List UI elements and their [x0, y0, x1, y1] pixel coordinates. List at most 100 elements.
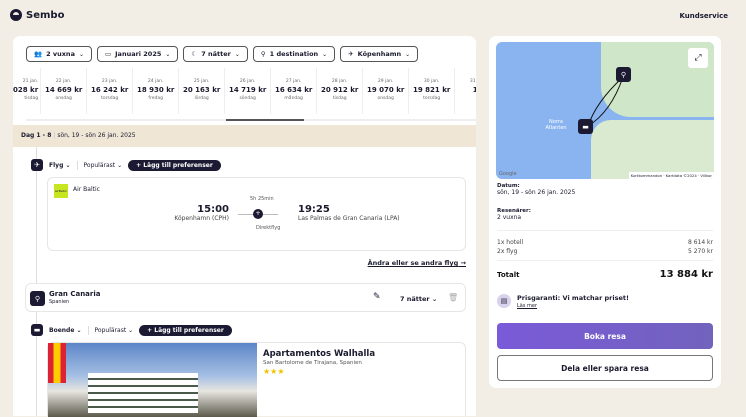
trash-icon[interactable]: 🗑 — [448, 293, 459, 302]
chevron-down-icon: ⌄ — [405, 50, 411, 58]
route-lines — [587, 76, 624, 127]
add-preferences-button[interactable]: + Lägg till preferenser — [128, 159, 221, 171]
pin-icon: ⚲ — [260, 50, 266, 58]
filter-bar: 👥 2 vuxna ⌄ ▭ Januari 2025 ⌄ ☾ 7 nätter ⌄ ⚲ 1 d… — [26, 46, 419, 62]
hotel-type-dropdown[interactable]: Boende ⌄ — [49, 326, 82, 334]
customer-service-link[interactable]: Kundservice — [679, 12, 728, 20]
read-more-link[interactable]: Läs mer — [517, 303, 538, 309]
date-price-carousel: 21 jan. 028 kr tisdag 22 jan. 14 669 kr onsda… — [13, 68, 476, 114]
price-guarantee-title: Prisgaranti: Vi matchar priset! — [517, 294, 629, 302]
nights-dropdown[interactable]: 7 nätter ⌄ — [400, 295, 438, 303]
add-preferences-button[interactable]: + Lägg till preferenser — [139, 324, 232, 336]
price-guarantee-icon: ▤ — [497, 294, 511, 308]
weekday-label: tisdag — [24, 96, 39, 101]
map[interactable]: Norra Atlanten ⚲ ▬ ⤢ Google Kortkommando… — [496, 42, 714, 179]
month-filter[interactable]: ▭ Januari 2025 ⌄ — [96, 46, 179, 62]
chevron-down-icon: ⌄ — [322, 50, 328, 58]
edit-icon[interactable]: ✎ — [373, 292, 381, 302]
moon-icon: ☾ — [191, 50, 198, 58]
flight-type: Direktflyg — [256, 225, 281, 231]
date-price: 14 669 kr — [44, 86, 83, 94]
date-label: 21 jan. — [22, 79, 39, 84]
book-trip-button[interactable]: Boka resa — [497, 323, 713, 349]
africa-land — [591, 120, 714, 179]
date-price-option[interactable]: 29 jan. 19 070 kr onsdag — [363, 68, 410, 114]
flight-type-dropdown[interactable]: Flyg ⌄ — [49, 161, 71, 169]
hotel-sort-dropdown[interactable]: Populärast ⌄ — [94, 326, 134, 334]
destination-filter[interactable]: ⚲ 1 destination ⌄ — [252, 46, 336, 62]
share-save-button[interactable]: Dela eller spara resa — [497, 355, 713, 381]
scrollbar-thumb[interactable] — [226, 119, 304, 121]
date-price: 028 kr — [13, 86, 39, 94]
date-price-option[interactable]: 31 jan. 18 fr — [455, 68, 486, 114]
date-label: 28 jan. — [331, 79, 348, 84]
date-price-option[interactable]: 28 jan. 20 912 kr tisdag — [317, 68, 364, 114]
destination-country: Spanien — [49, 299, 70, 305]
carousel-scrollbar[interactable] — [26, 119, 476, 121]
hotel-section-header: ▬ Boende ⌄ Populärast ⌄ + Lägg till pref… — [31, 324, 232, 336]
date-label: 24 jan. — [147, 79, 164, 84]
date-price: 20 912 kr — [320, 86, 359, 94]
date-price: 16 634 kr — [274, 86, 313, 94]
hotel-name: Apartamentos Walhalla — [263, 349, 376, 359]
change-flight-link[interactable]: Ändra eller se andra flyg → — [367, 259, 466, 267]
travelers-info: Resenärer: 2 vuxna — [497, 208, 531, 221]
date-price-option[interactable]: 23 jan. 16 242 kr torsdag — [87, 68, 134, 114]
weekday-label: fredag — [148, 96, 163, 101]
hotel-card[interactable]: Apartamentos Walhalla San Bartolome de T… — [47, 342, 466, 417]
fullscreen-icon[interactable]: ⤢ — [688, 48, 708, 68]
date-price-option[interactable]: 24 jan. 18 930 kr fredag — [133, 68, 180, 114]
date-label: 31 jan. — [469, 79, 486, 84]
sembo-logo[interactable]: Sembo — [10, 9, 64, 21]
building-shape — [88, 373, 198, 413]
date-label: 23 jan. — [101, 79, 118, 84]
hotel-bed-icon[interactable]: ▬ — [578, 119, 593, 134]
timeline-line — [36, 147, 37, 416]
weekday-label: fr — [475, 96, 480, 101]
chevron-down-icon: ⌄ — [165, 50, 171, 58]
filter-label: 1 destination — [269, 50, 319, 58]
date-price-option[interactable]: 22 jan. 14 669 kr onsdag — [41, 68, 88, 114]
flight-section-header: ✈ Flyg ⌄ Populärast ⌄ + Lägg till prefer… — [31, 159, 221, 171]
date-label: 22 jan. — [55, 79, 72, 84]
divider — [497, 230, 713, 231]
filter-label: 2 vuxna — [46, 50, 75, 58]
divider — [87, 325, 89, 335]
date-price-option[interactable]: 21 jan. 028 kr tisdag — [13, 68, 42, 114]
destination-pin-icon[interactable]: ⚲ — [616, 67, 631, 82]
travelers-filter[interactable]: 👥 2 vuxna ⌄ — [26, 46, 92, 62]
map-attribution[interactable]: Kortkommandon · Kartdata ©2024 · Villkor — [628, 172, 714, 179]
bed-icon: ▬ — [31, 324, 43, 336]
date-price-option[interactable]: 27 jan. 16 634 kr måndag — [271, 68, 318, 114]
departure-filter[interactable]: ✈ Köpenhamn ⌄ — [340, 46, 419, 62]
nights-filter[interactable]: ☾ 7 nätter ⌄ — [183, 46, 248, 62]
flight-sort-dropdown[interactable]: Populärast ⌄ — [83, 161, 123, 169]
destination-card: ⚲ Gran Canaria Spanien ✎ 7 nätter ⌄ 🗑 — [25, 283, 466, 312]
date-price-option[interactable]: 25 jan. 20 163 kr lördag — [179, 68, 226, 114]
people-icon: 👥 — [34, 50, 43, 58]
filter-label: 7 nätter — [201, 50, 231, 58]
weekday-label: torsdag — [101, 96, 119, 101]
flight-duration: 5h 25min — [250, 196, 274, 202]
day-header: Dag 1 - 8 | sön, 19 - sön 26 jan. 2025 — [13, 125, 476, 147]
filter-label: Januari 2025 — [115, 50, 162, 58]
weekday-label: lördag — [194, 96, 209, 101]
price-row: 2x flyg 5 270 kr — [497, 248, 713, 255]
date-price: 16 242 kr — [90, 86, 129, 94]
weekday-label: onsdag — [377, 96, 394, 101]
date-price-option[interactable]: 26 jan. 14 719 kr söndag — [225, 68, 272, 114]
flight-card[interactable]: airBaltic Air Baltic 15:00 Köpenhamn (CPH… — [47, 177, 466, 251]
date-price: 18 — [472, 86, 483, 94]
hotel-photo[interactable] — [48, 343, 257, 417]
date-label: 30 jan. — [423, 79, 440, 84]
arrival-info: 19:25 Las Palmas de Gran Canaria (LPA) — [298, 204, 400, 222]
date-info: Datum: sön, 19 - sön 26 jan. 2025 — [497, 183, 576, 196]
star-rating: ★★★ — [263, 367, 285, 376]
date-price-option[interactable]: 30 jan. 19 821 kr torsdag — [409, 68, 456, 114]
departure-info: 15:00 Köpenhamn (CPH) — [174, 204, 229, 222]
date-label: 26 jan. — [239, 79, 256, 84]
date-price: 19 070 kr — [366, 86, 405, 94]
date-price: 14 719 kr — [228, 86, 267, 94]
destination-name: Gran Canaria — [49, 290, 101, 298]
date-label: 29 jan. — [377, 79, 394, 84]
